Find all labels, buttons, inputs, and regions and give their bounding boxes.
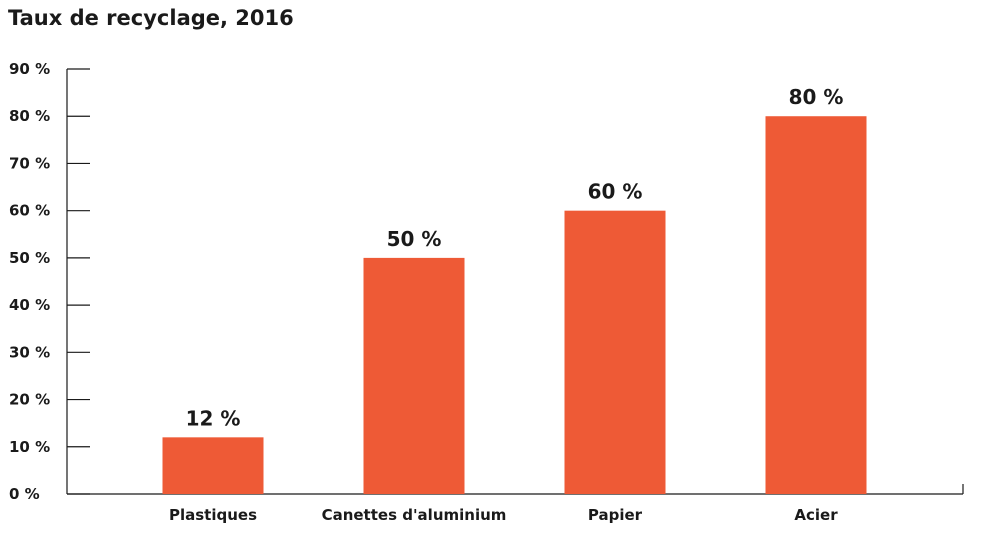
y-tick-label: 90 % — [9, 60, 50, 78]
y-tick-label: 0 % — [9, 485, 40, 503]
chart-title: Taux de recyclage, 2016 — [8, 6, 294, 30]
category-label: Plastiques — [169, 506, 257, 524]
y-tick-label: 70 % — [9, 154, 50, 172]
chart-bars — [162, 116, 867, 494]
bar — [564, 210, 666, 494]
category-label: Acier — [794, 506, 838, 524]
y-tick-label: 30 % — [9, 343, 50, 361]
y-tick-label: 50 % — [9, 249, 50, 267]
y-tick-label: 80 % — [9, 107, 50, 125]
y-tick-label: 60 % — [9, 202, 50, 220]
bar — [765, 116, 867, 494]
category-label: Canettes d'aluminium — [322, 506, 507, 524]
data-label: 80 % — [789, 85, 844, 109]
y-tick-label: 40 % — [9, 296, 50, 314]
y-tick-label: 10 % — [9, 438, 50, 456]
y-tick-label: 20 % — [9, 391, 50, 409]
chart-axes: 0 % 10 % 20 % 30 % 40 % 50 % 60 % 70 % 80 % 90 % — [9, 60, 964, 503]
bar — [363, 257, 465, 494]
data-label: 12 % — [186, 406, 241, 430]
category-label: Papier — [588, 506, 643, 524]
bar — [162, 437, 264, 494]
data-label: 60 % — [588, 180, 643, 204]
chart-labels: 12 % Plastiques 50 % Canettes d'aluminium 60… — [169, 85, 843, 524]
data-label: 50 % — [387, 227, 442, 251]
